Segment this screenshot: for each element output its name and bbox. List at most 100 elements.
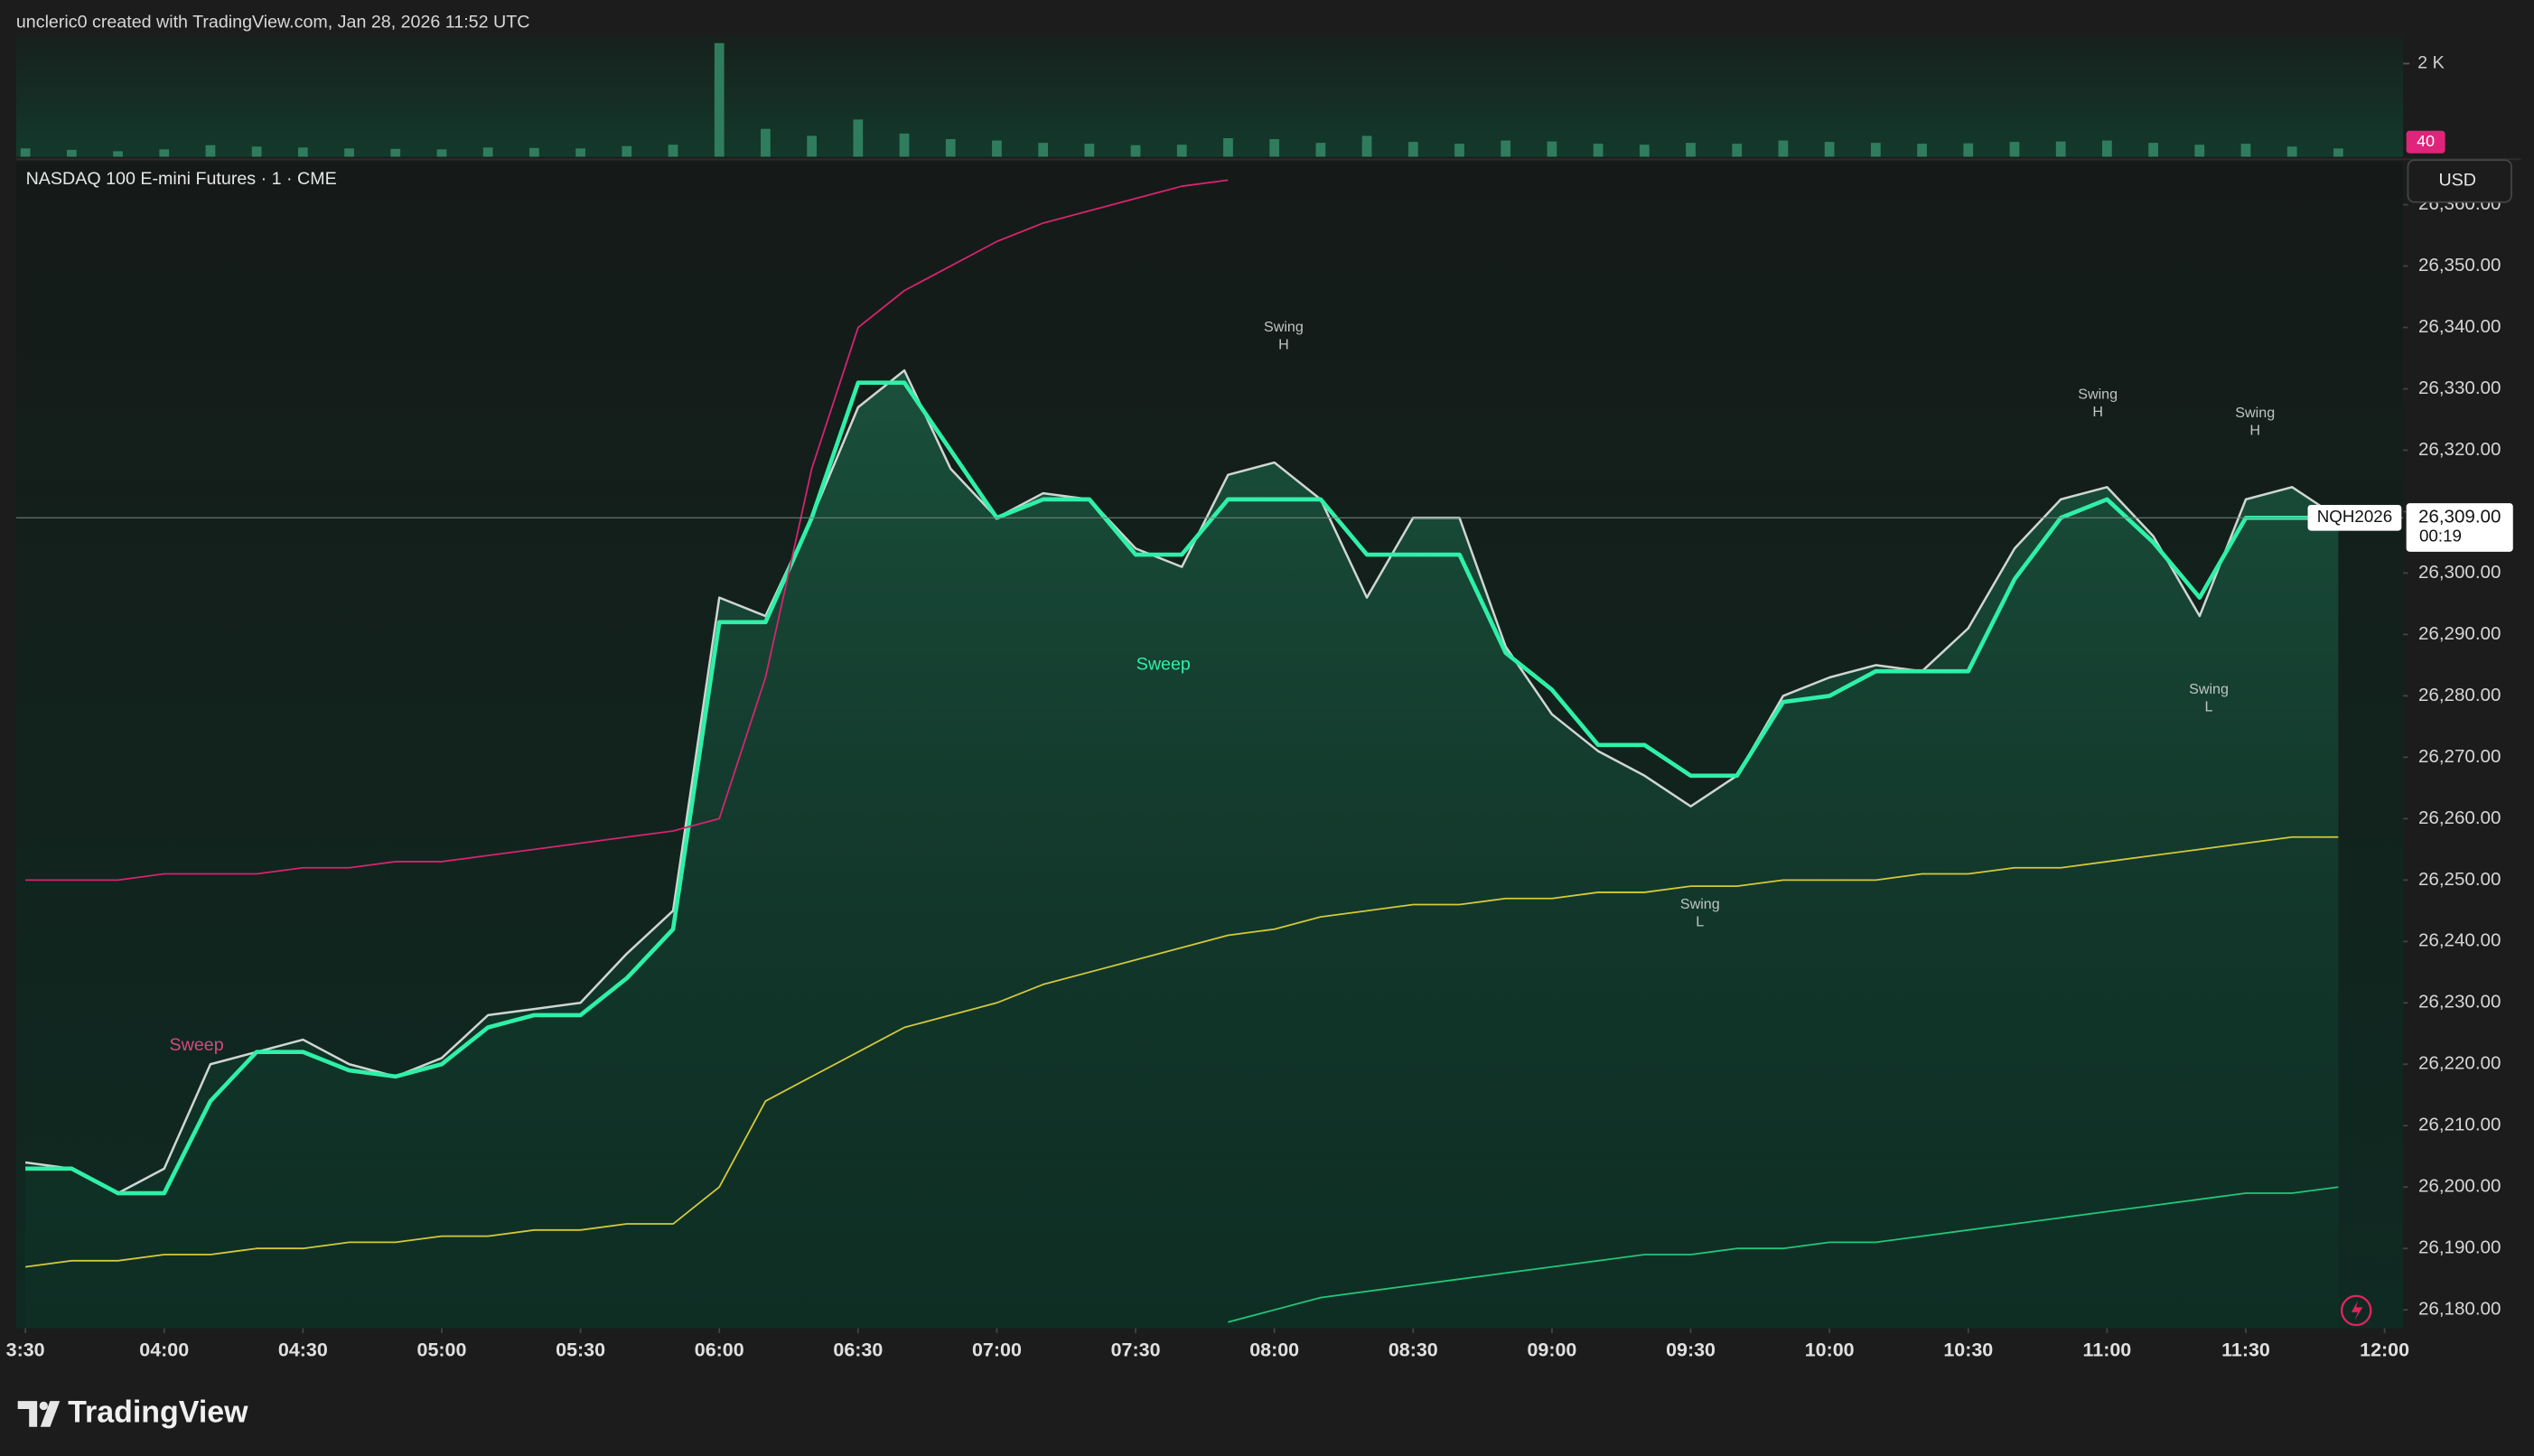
price-area <box>25 370 2339 1329</box>
volume-bar <box>807 135 817 157</box>
y-tick-label: 26,240.00 <box>2418 930 2501 951</box>
volume-last-label: 40 <box>2417 132 2435 150</box>
volume-bar <box>1269 139 1280 157</box>
volume-bar <box>2102 140 2112 157</box>
axes: 2 K 40 26,180.00 26,190.00 26,200.00 26,210.0… <box>6 53 2513 1360</box>
y-tick-label: 26,180.00 <box>2418 1299 2501 1320</box>
volume-bar <box>297 147 308 157</box>
alert-icon[interactable] <box>2340 1294 2372 1327</box>
volume-bar <box>390 148 401 157</box>
y-tick-label: 26,290.00 <box>2418 623 2501 644</box>
volume-bar <box>159 149 170 157</box>
x-tick-label: 06:30 <box>833 1339 883 1360</box>
volume-bar <box>482 147 493 157</box>
logo-text: TradingView <box>68 1395 248 1429</box>
volume-bar <box>2286 146 2297 157</box>
y-tick-label: 26,190.00 <box>2418 1237 2501 1258</box>
annotation: Swing <box>1680 896 1720 912</box>
volume-bar <box>1130 145 1141 157</box>
logo-dot <box>39 1401 48 1411</box>
volume-bar <box>1824 142 1835 157</box>
volume-bar <box>529 147 539 157</box>
volume-bar <box>1501 140 1511 157</box>
trail-line <box>25 380 2339 1196</box>
x-tick-label: 12:00 <box>2360 1339 2409 1360</box>
volume-bar <box>1963 143 1974 157</box>
y-tick-label: 26,210.00 <box>2418 1115 2501 1135</box>
volume-bar <box>1593 144 1604 157</box>
volume-bar <box>2194 145 2205 157</box>
lower-band <box>1228 1186 2339 1323</box>
annotation: H <box>2249 423 2260 439</box>
x-tick-label: 09:00 <box>1527 1339 1576 1360</box>
y-tick-label: 26,200.00 <box>2418 1176 2501 1197</box>
volume-bar <box>205 145 216 157</box>
x-tick-label: 05:00 <box>417 1339 467 1360</box>
x-tick-label: 10:30 <box>1943 1339 1993 1360</box>
volume-bar <box>622 145 632 157</box>
volume-bar <box>1407 142 1418 157</box>
volume-bars <box>20 42 2343 157</box>
annotation: Sweep <box>170 1035 224 1055</box>
volume-bar <box>66 149 77 157</box>
x-tick-label: 3:30 <box>6 1339 45 1360</box>
alert-bolt <box>2351 1301 2363 1321</box>
volume-bar <box>1732 144 1743 157</box>
x-tick-label: 09:30 <box>1666 1339 1716 1360</box>
y-tick-label: 26,340.00 <box>2418 316 2501 337</box>
volume-tick-label: 2 K <box>2417 53 2445 73</box>
annotation: Swing <box>2235 405 2275 421</box>
volume-bar <box>668 145 678 157</box>
x-tick-label: 08:00 <box>1249 1339 1299 1360</box>
countdown: 00:19 <box>2419 527 2462 546</box>
volume-bar <box>575 148 585 157</box>
annotation: H <box>2092 404 2103 420</box>
chart-title: NASDAQ 100 E-mini Futures · 1 · CME <box>26 169 337 189</box>
volume-bar <box>2009 142 2020 157</box>
y-tick-label: 26,270.00 <box>2418 746 2501 767</box>
volume-bar <box>2055 141 2066 157</box>
volume-bar <box>853 119 864 157</box>
volume-bar <box>251 146 262 157</box>
annotation: L <box>1696 913 1704 929</box>
y-tick-label: 26,230.00 <box>2418 992 2501 1013</box>
x-tick-label: 06:00 <box>695 1339 744 1360</box>
x-tick-label: 07:30 <box>1111 1339 1161 1360</box>
volume-bar <box>344 148 354 157</box>
symbol-box <box>2307 504 2402 531</box>
annotation: H <box>1278 336 1289 352</box>
y-tick-label: 26,300.00 <box>2418 562 2501 583</box>
volume-bar <box>1454 144 1464 157</box>
annotation: Sweep <box>1136 655 1191 675</box>
symbol-label: NQH2026 <box>2317 507 2392 526</box>
y-tick-label: 26,220.00 <box>2418 1053 2501 1074</box>
volume-bar <box>1870 143 1881 157</box>
logo-mark <box>17 1401 38 1427</box>
currency-box[interactable] <box>2407 159 2512 203</box>
x-tick-label: 08:30 <box>1389 1339 1438 1360</box>
volume-bar <box>1639 145 1650 157</box>
volume-bar <box>2148 143 2158 157</box>
volume-bar <box>1084 144 1095 157</box>
volume-bar <box>1361 135 1372 157</box>
currency[interactable]: USD <box>2438 171 2476 191</box>
volume-bar <box>1038 143 1049 157</box>
volume-pane <box>15 35 2404 157</box>
volume-bar <box>1686 143 1696 157</box>
logo <box>17 1401 61 1427</box>
volume-bar <box>2333 148 2343 157</box>
x-tick-label: 04:00 <box>139 1339 189 1360</box>
volume-bar <box>992 140 1002 157</box>
volume-bar <box>714 42 725 157</box>
x-tick-label: 05:30 <box>556 1339 605 1360</box>
y-tick-label: 26,330.00 <box>2418 378 2501 398</box>
annotation: Swing <box>1264 319 1304 335</box>
volume-bar <box>899 133 910 157</box>
y-tick-label: 26,260.00 <box>2418 807 2501 828</box>
x-tick-label: 04:30 <box>278 1339 328 1360</box>
vwap-line <box>24 835 2339 1268</box>
y-tick-label: 26,350.00 <box>2418 255 2501 275</box>
